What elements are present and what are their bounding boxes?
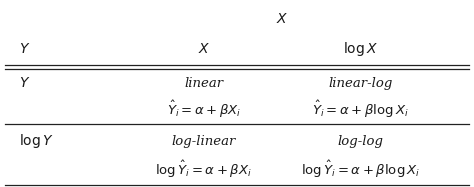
Text: $X$: $X$ [198, 42, 210, 56]
Text: $\log X$: $\log X$ [343, 40, 378, 58]
Text: $Y$: $Y$ [19, 76, 30, 90]
Text: $\hat{Y}_i = \alpha + \beta\log X_i$: $\hat{Y}_i = \alpha + \beta\log X_i$ [312, 99, 409, 120]
Text: $\log Y$: $\log Y$ [19, 132, 54, 150]
Text: linear-log: linear-log [328, 77, 392, 90]
Text: $\hat{Y}_i = \alpha + \beta X_i$: $\hat{Y}_i = \alpha + \beta X_i$ [166, 99, 241, 120]
Text: $Y$: $Y$ [19, 42, 30, 56]
Text: linear: linear [184, 77, 223, 90]
Text: log-linear: log-linear [172, 135, 236, 148]
Text: log-log: log-log [337, 135, 383, 148]
Text: $X$: $X$ [276, 12, 288, 26]
Text: $\log\hat{Y}_i = \alpha + \beta\log X_i$: $\log\hat{Y}_i = \alpha + \beta\log X_i$ [301, 159, 420, 180]
Text: $\log\hat{Y}_i = \alpha + \beta X_i$: $\log\hat{Y}_i = \alpha + \beta X_i$ [155, 159, 252, 180]
